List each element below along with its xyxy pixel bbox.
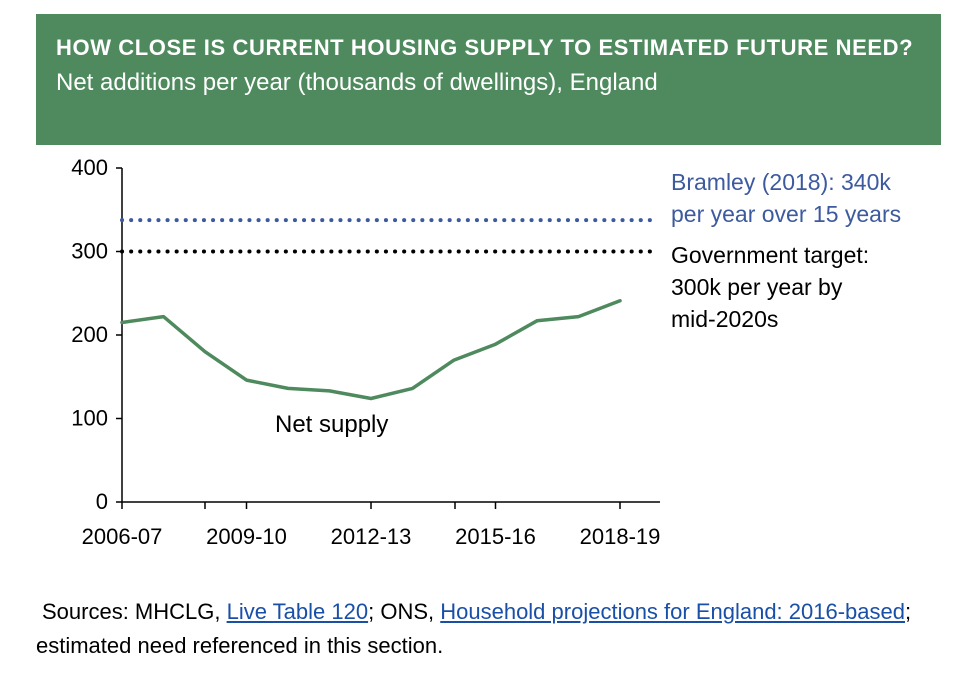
government-target-label: 300k per year by bbox=[671, 274, 843, 300]
sources-mid-text: ; ONS, bbox=[368, 599, 441, 624]
chart-title: HOW CLOSE IS CURRENT HOUSING SUPPLY TO E… bbox=[56, 35, 914, 60]
sources-tail-text: ; estimated need referenced in this sect… bbox=[36, 599, 912, 658]
x-tick-label: 2009-10 bbox=[206, 524, 287, 549]
x-tick-label: 2006-07 bbox=[82, 524, 163, 549]
y-tick-label: 100 bbox=[71, 406, 108, 431]
housing-supply-chart: 0 100 200 300 400 2006-07 2009-10 2012-13 2015-1… bbox=[71, 155, 901, 549]
y-tick-label: 300 bbox=[71, 239, 108, 264]
x-tick-label: 2015-16 bbox=[455, 524, 536, 549]
government-target-label: Government target: bbox=[671, 242, 869, 268]
chart-subtitle: Net additions per year (thousands of dwe… bbox=[56, 69, 658, 96]
x-tick-label: 2018-19 bbox=[580, 524, 661, 549]
sources-note: Sources: MHCLG, Live Table 120; ONS, Hou… bbox=[36, 595, 946, 663]
live-table-120-link[interactable]: Live Table 120 bbox=[226, 599, 369, 624]
y-tick-label: 0 bbox=[96, 489, 108, 514]
net-supply-label: Net supply bbox=[275, 411, 388, 438]
chart-header: HOW CLOSE IS CURRENT HOUSING SUPPLY TO E… bbox=[36, 14, 941, 145]
sources-lead-text: Sources: MHCLG, bbox=[42, 599, 227, 624]
y-tick-label: 400 bbox=[71, 155, 108, 180]
x-tick-label: 2012-13 bbox=[331, 524, 412, 549]
y-tick-label: 200 bbox=[71, 322, 108, 347]
household-projections-link[interactable]: Household projections for England: 2016-… bbox=[440, 599, 905, 624]
bramley-label: Bramley (2018): 340k bbox=[671, 169, 891, 195]
bramley-label: per year over 15 years bbox=[671, 201, 901, 227]
net-supply-line bbox=[120, 299, 622, 401]
government-target-label: mid-2020s bbox=[671, 306, 778, 332]
